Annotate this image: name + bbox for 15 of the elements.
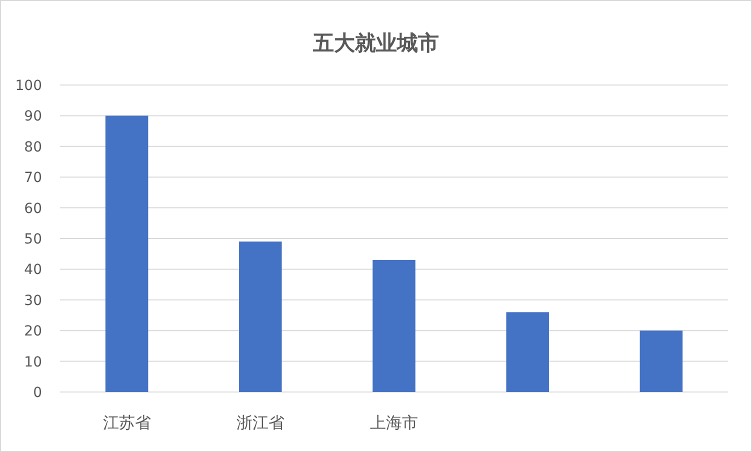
y-tick-label: 0	[33, 385, 42, 401]
y-tick-label: 10	[24, 354, 42, 370]
x-tick-label: 江苏省	[102, 413, 151, 432]
x-tick-label: 上海市	[370, 413, 418, 432]
y-tick-label: 70	[24, 170, 42, 186]
y-tick-label: 80	[24, 139, 42, 156]
y-tick-label: 40	[24, 262, 42, 278]
x-tick-label: 浙江省	[236, 413, 284, 432]
y-tick-label: 60	[24, 200, 42, 217]
y-tick-label: 90	[24, 108, 42, 125]
y-tick-label: 50	[24, 232, 42, 248]
chart-title: 五大就业城市	[312, 31, 439, 55]
y-tick-label: 30	[24, 292, 42, 309]
y-tick-label: 20	[24, 324, 42, 340]
y-tick-label: 100	[15, 78, 42, 94]
